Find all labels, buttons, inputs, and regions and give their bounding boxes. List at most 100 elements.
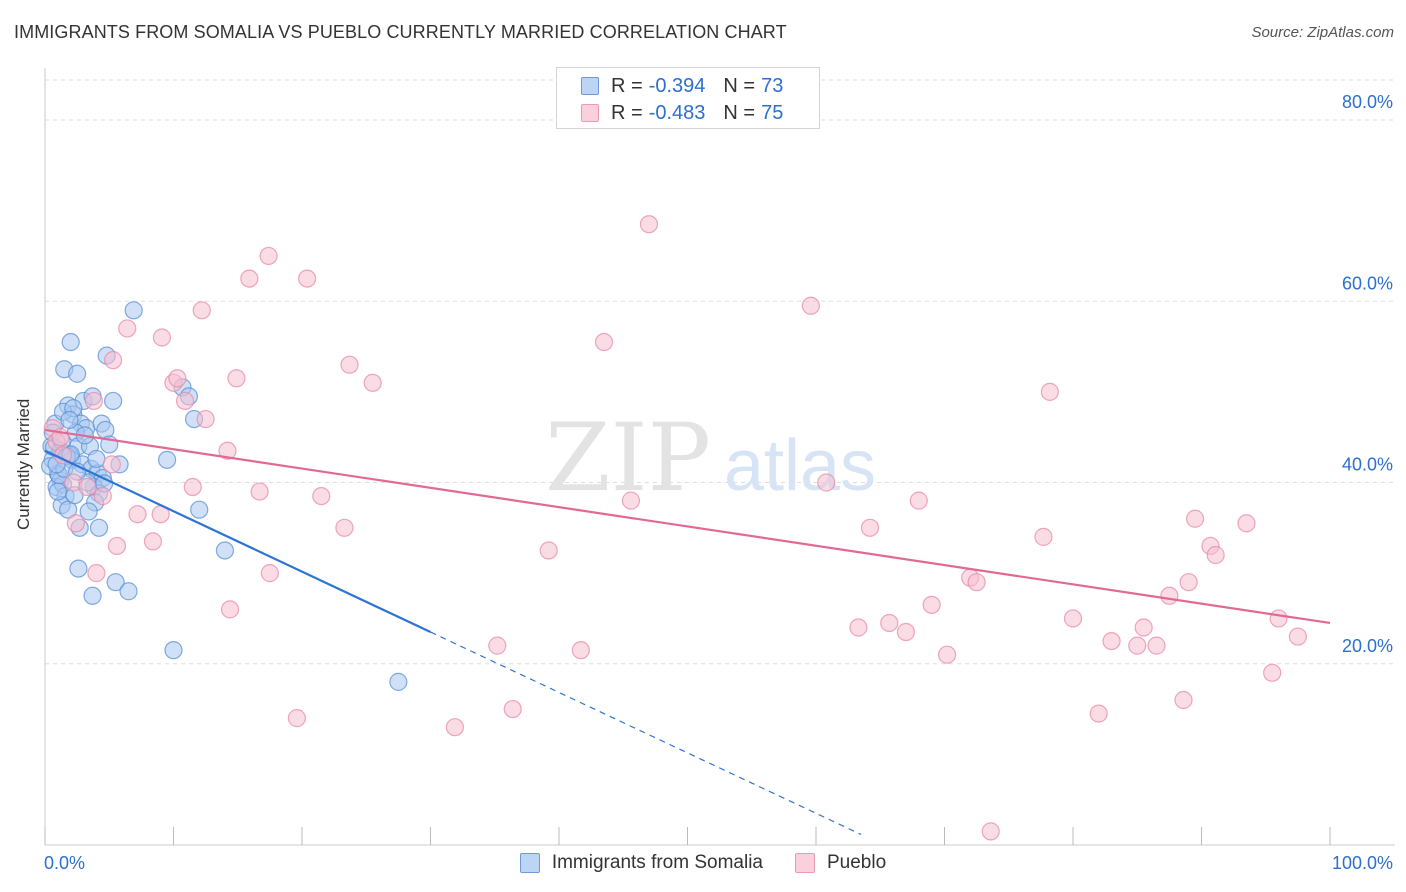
point-pueblo [1134, 618, 1153, 637]
point-pueblo [363, 373, 382, 392]
point-pueblo [860, 518, 880, 537]
y-tick-label: 40.0% [1342, 455, 1393, 475]
point-pueblo [639, 215, 659, 234]
point-somalia [104, 391, 123, 411]
point-somalia [87, 449, 106, 469]
point-pueblo [880, 613, 899, 633]
point-somalia [61, 332, 80, 352]
point-pueblo [1288, 627, 1307, 646]
point-pueblo [1160, 586, 1179, 605]
point-pueblo [1034, 527, 1053, 546]
point-somalia [119, 582, 138, 601]
point-pueblo [1147, 636, 1166, 655]
point-pueblo [107, 536, 127, 556]
y-tick-label: 60.0% [1342, 273, 1393, 293]
point-pueblo [335, 518, 354, 537]
point-pueblo [66, 514, 85, 533]
point-pueblo [260, 564, 279, 583]
point-pueblo [168, 369, 187, 388]
point-pueblo [1102, 631, 1121, 651]
r-label: R = [611, 74, 643, 97]
trend-line-somalia [44, 449, 431, 634]
chart-title: IMMIGRANTS FROM SOMALIA VS PUEBLO CURREN… [14, 22, 787, 42]
point-pueblo [571, 641, 590, 660]
point-pueblo [937, 645, 957, 664]
legend-label: Pueblo [827, 852, 887, 873]
point-pueblo [218, 441, 237, 460]
n-value: 73 [761, 74, 784, 97]
point-pueblo [896, 622, 916, 642]
point-pueblo [298, 269, 317, 288]
legend-item-pueblo[interactable]: Pueblo [795, 852, 886, 874]
point-somalia [83, 586, 102, 605]
point-pueblo [1237, 514, 1256, 533]
trend-line-pueblo [44, 428, 1331, 625]
legend-item-somalia[interactable]: Immigrants from Somalia [519, 852, 763, 874]
point-pueblo [104, 351, 123, 370]
point-pueblo [250, 482, 269, 501]
point-somalia [106, 573, 125, 592]
point-pueblo [817, 473, 836, 492]
point-pueblo [1063, 609, 1083, 628]
point-pueblo [922, 595, 941, 614]
point-pueblo [84, 391, 103, 411]
series-pueblo [43, 215, 1307, 841]
y-tick-label: 80.0% [1342, 92, 1393, 112]
r-value: -0.483 [648, 101, 706, 124]
point-pueblo [102, 455, 121, 474]
point-pueblo [259, 246, 278, 266]
point-somalia [164, 641, 183, 660]
point-pueblo [152, 328, 172, 347]
point-pueblo [488, 636, 507, 655]
point-pueblo [1263, 663, 1282, 682]
y-tick-label: 20.0% [1342, 636, 1393, 656]
point-pueblo [1185, 509, 1205, 528]
point-pueblo [621, 491, 641, 510]
watermark: ZIP atlas [545, 404, 876, 513]
x-tick-label: 0.0% [44, 853, 85, 873]
point-pueblo [143, 532, 163, 551]
point-somalia [389, 672, 408, 691]
point-somalia [89, 518, 109, 537]
point-somalia [68, 364, 87, 383]
point-pueblo [909, 491, 928, 510]
pink-swatch [581, 104, 599, 122]
stats-row-pueblo: R = -0.483 N = 75 [581, 100, 783, 126]
point-pueblo [196, 409, 215, 429]
point-pueblo [183, 477, 202, 497]
watermark-atlas: atlas [724, 426, 876, 506]
point-pueblo [503, 699, 522, 719]
point-somalia [215, 541, 234, 560]
legend-label: Immigrants from Somalia [551, 852, 763, 873]
point-pueblo [1179, 573, 1198, 592]
point-pueblo [128, 505, 147, 524]
point-pueblo [849, 618, 868, 637]
point-pueblo [1174, 690, 1193, 710]
point-pueblo [192, 301, 211, 320]
point-pueblo [1128, 636, 1147, 655]
r-label: R = [611, 101, 643, 124]
point-pueblo [1040, 382, 1059, 401]
x-tick-label: 100.0% [1332, 853, 1393, 873]
axes [44, 68, 1395, 846]
stats-row-somalia: R = -0.394 N = 73 [581, 73, 783, 99]
point-pueblo [539, 541, 558, 560]
point-pueblo [175, 391, 195, 411]
trend-line-somalia-extension [430, 631, 862, 835]
source-label: Source: ZipAtlas.com [1251, 24, 1394, 41]
point-pueblo [78, 477, 97, 497]
point-pueblo [240, 269, 259, 288]
point-somalia [157, 450, 177, 469]
blue-swatch [519, 853, 540, 873]
point-pueblo [445, 718, 465, 737]
point-pueblo [1206, 545, 1225, 565]
data-points [41, 215, 1307, 841]
point-pueblo [594, 332, 614, 352]
point-pueblo [227, 369, 246, 388]
point-somalia [190, 500, 209, 519]
n-label: N = [723, 101, 756, 124]
stats-legend: R = -0.394 N = 73 R = -0.483 N = 75 [556, 67, 820, 129]
point-somalia [124, 301, 143, 320]
point-pueblo [93, 486, 112, 506]
